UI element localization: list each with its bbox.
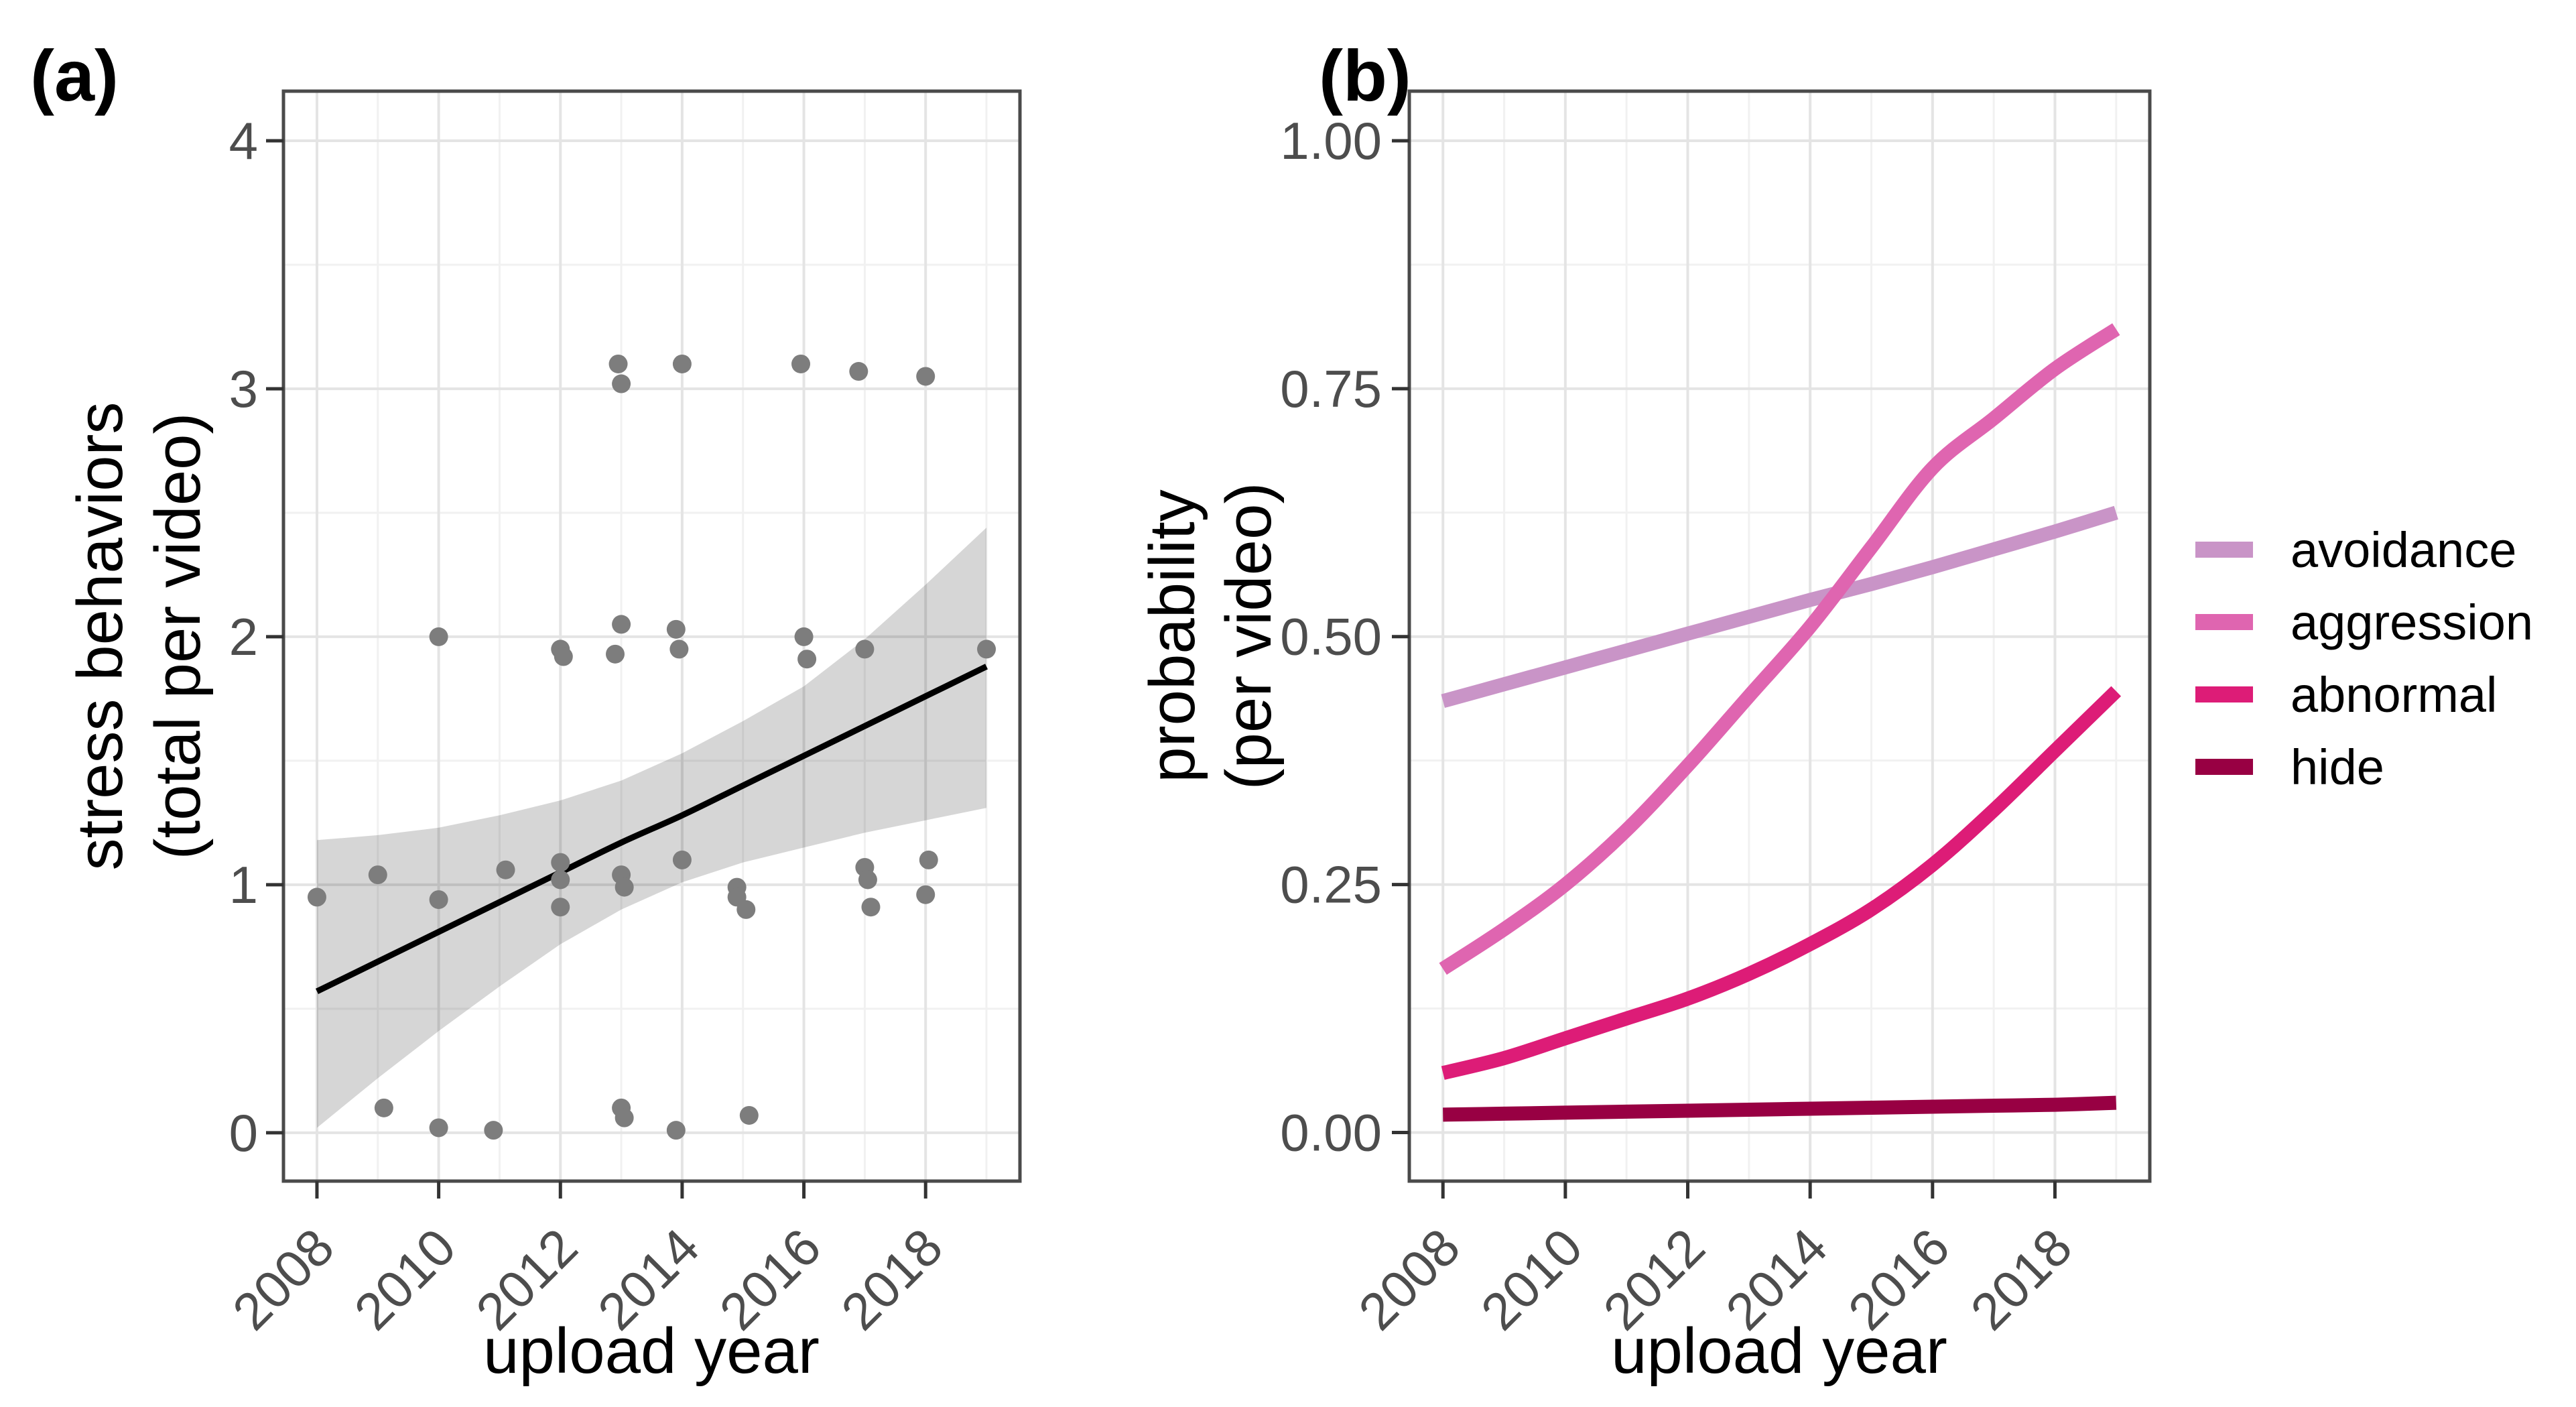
panel-b-label: (b) — [1319, 35, 1411, 116]
scatter-point — [736, 900, 756, 919]
y-tick-label: 0.00 — [1280, 1103, 1382, 1162]
series-line-aggression — [1439, 323, 2120, 975]
x-tick-label: 2010 — [343, 1217, 467, 1341]
y-tick-label: 0 — [229, 1103, 258, 1162]
y-tick-label: 3 — [229, 359, 258, 418]
scatter-point — [977, 639, 996, 659]
scatter-point — [797, 650, 817, 669]
panel-a-y-axis-title-line1: stress behaviors — [64, 402, 136, 871]
panel-a-y-tick-labels: 0 1 2 3 4 — [229, 111, 258, 1162]
scatter-point — [615, 1108, 634, 1127]
legend-label: abnormal — [2291, 667, 2498, 723]
scatter-point — [551, 870, 570, 890]
legend-item-aggression: aggression — [2195, 595, 2533, 650]
y-tick-label: 4 — [229, 111, 258, 170]
scatter-point — [919, 850, 938, 869]
legend-item-avoidance: avoidance — [2195, 522, 2516, 578]
x-tick-label: 2008 — [1347, 1217, 1471, 1341]
scatter-point — [551, 853, 570, 872]
scatter-point — [496, 860, 515, 879]
scatter-point — [666, 1121, 686, 1140]
scatter-point — [606, 644, 625, 664]
scatter-point — [672, 354, 692, 373]
series-line-abnormal — [1441, 686, 2122, 1080]
y-tick-label: 0.50 — [1280, 607, 1382, 666]
scatter-point — [672, 850, 692, 869]
y-tick-label: 0.25 — [1280, 855, 1382, 914]
legend-label: avoidance — [2291, 522, 2516, 578]
scatter-point — [916, 367, 936, 386]
regression-line — [315, 664, 988, 995]
series-line-hide — [1443, 1095, 2117, 1122]
y-tick-label: 1.00 — [1280, 111, 1382, 170]
scatter-point — [307, 888, 326, 907]
scatter-point — [858, 870, 877, 890]
legend: avoidance aggression abnormal hide — [2195, 522, 2533, 795]
panel-b-x-axis-title: upload year — [1611, 1315, 1947, 1387]
panel-b-gridlines — [1409, 91, 2150, 1181]
scatter-point — [666, 619, 686, 639]
panel-b-y-axis-title-line1: probability — [1137, 489, 1208, 783]
scatter-point — [612, 374, 631, 393]
x-tick-label: 2010 — [1470, 1217, 1594, 1341]
panel-b-axis-ticks — [1392, 139, 2057, 1199]
scatter-point — [612, 615, 631, 634]
scatter-point — [794, 627, 814, 646]
scatter-point — [855, 639, 875, 659]
scatter-point — [916, 885, 936, 904]
panel-a-y-axis-title-line2: (total per video) — [142, 413, 214, 860]
panel-a-x-axis-title: upload year — [483, 1315, 820, 1387]
scatter-point — [484, 1121, 503, 1140]
panel-a-label: (a) — [30, 35, 119, 116]
scatter-point — [429, 890, 448, 910]
y-tick-label: 2 — [229, 607, 258, 666]
panel-a-axis-ticks — [266, 139, 927, 1199]
x-tick-label: 2018 — [1959, 1217, 2083, 1341]
y-tick-label: 1 — [229, 855, 258, 914]
scatter-point — [429, 1118, 448, 1138]
scatter-point — [368, 865, 387, 885]
scatter-point — [374, 1098, 393, 1117]
scatter-point — [551, 898, 570, 917]
panel-b-plot-content — [1439, 323, 2122, 1122]
scatter-point — [615, 877, 634, 897]
scatter-point — [429, 627, 448, 646]
legend-label: hide — [2291, 739, 2384, 795]
x-tick-label: 2008 — [221, 1217, 345, 1341]
x-tick-label: 2018 — [830, 1217, 954, 1341]
panel-b-y-tick-labels: 0.00 0.25 0.50 0.75 1.00 — [1280, 111, 1382, 1162]
scatter-point — [608, 354, 628, 373]
legend-label: aggression — [2291, 595, 2533, 650]
legend-item-abnormal: abnormal — [2195, 667, 2498, 723]
scatter-point — [791, 354, 811, 373]
y-tick-label: 0.75 — [1280, 359, 1382, 418]
scatter-point — [739, 1105, 759, 1125]
panel-b-y-axis-title-line2: (per video) — [1213, 483, 1285, 790]
scatter-point — [554, 647, 573, 666]
scatter-point — [669, 639, 689, 659]
series-line-avoidance — [1441, 505, 2118, 709]
scatter-point — [861, 898, 881, 917]
panel-a-plot-content — [307, 354, 996, 1140]
legend-item-hide: hide — [2195, 739, 2384, 795]
scatter-point — [849, 362, 868, 381]
